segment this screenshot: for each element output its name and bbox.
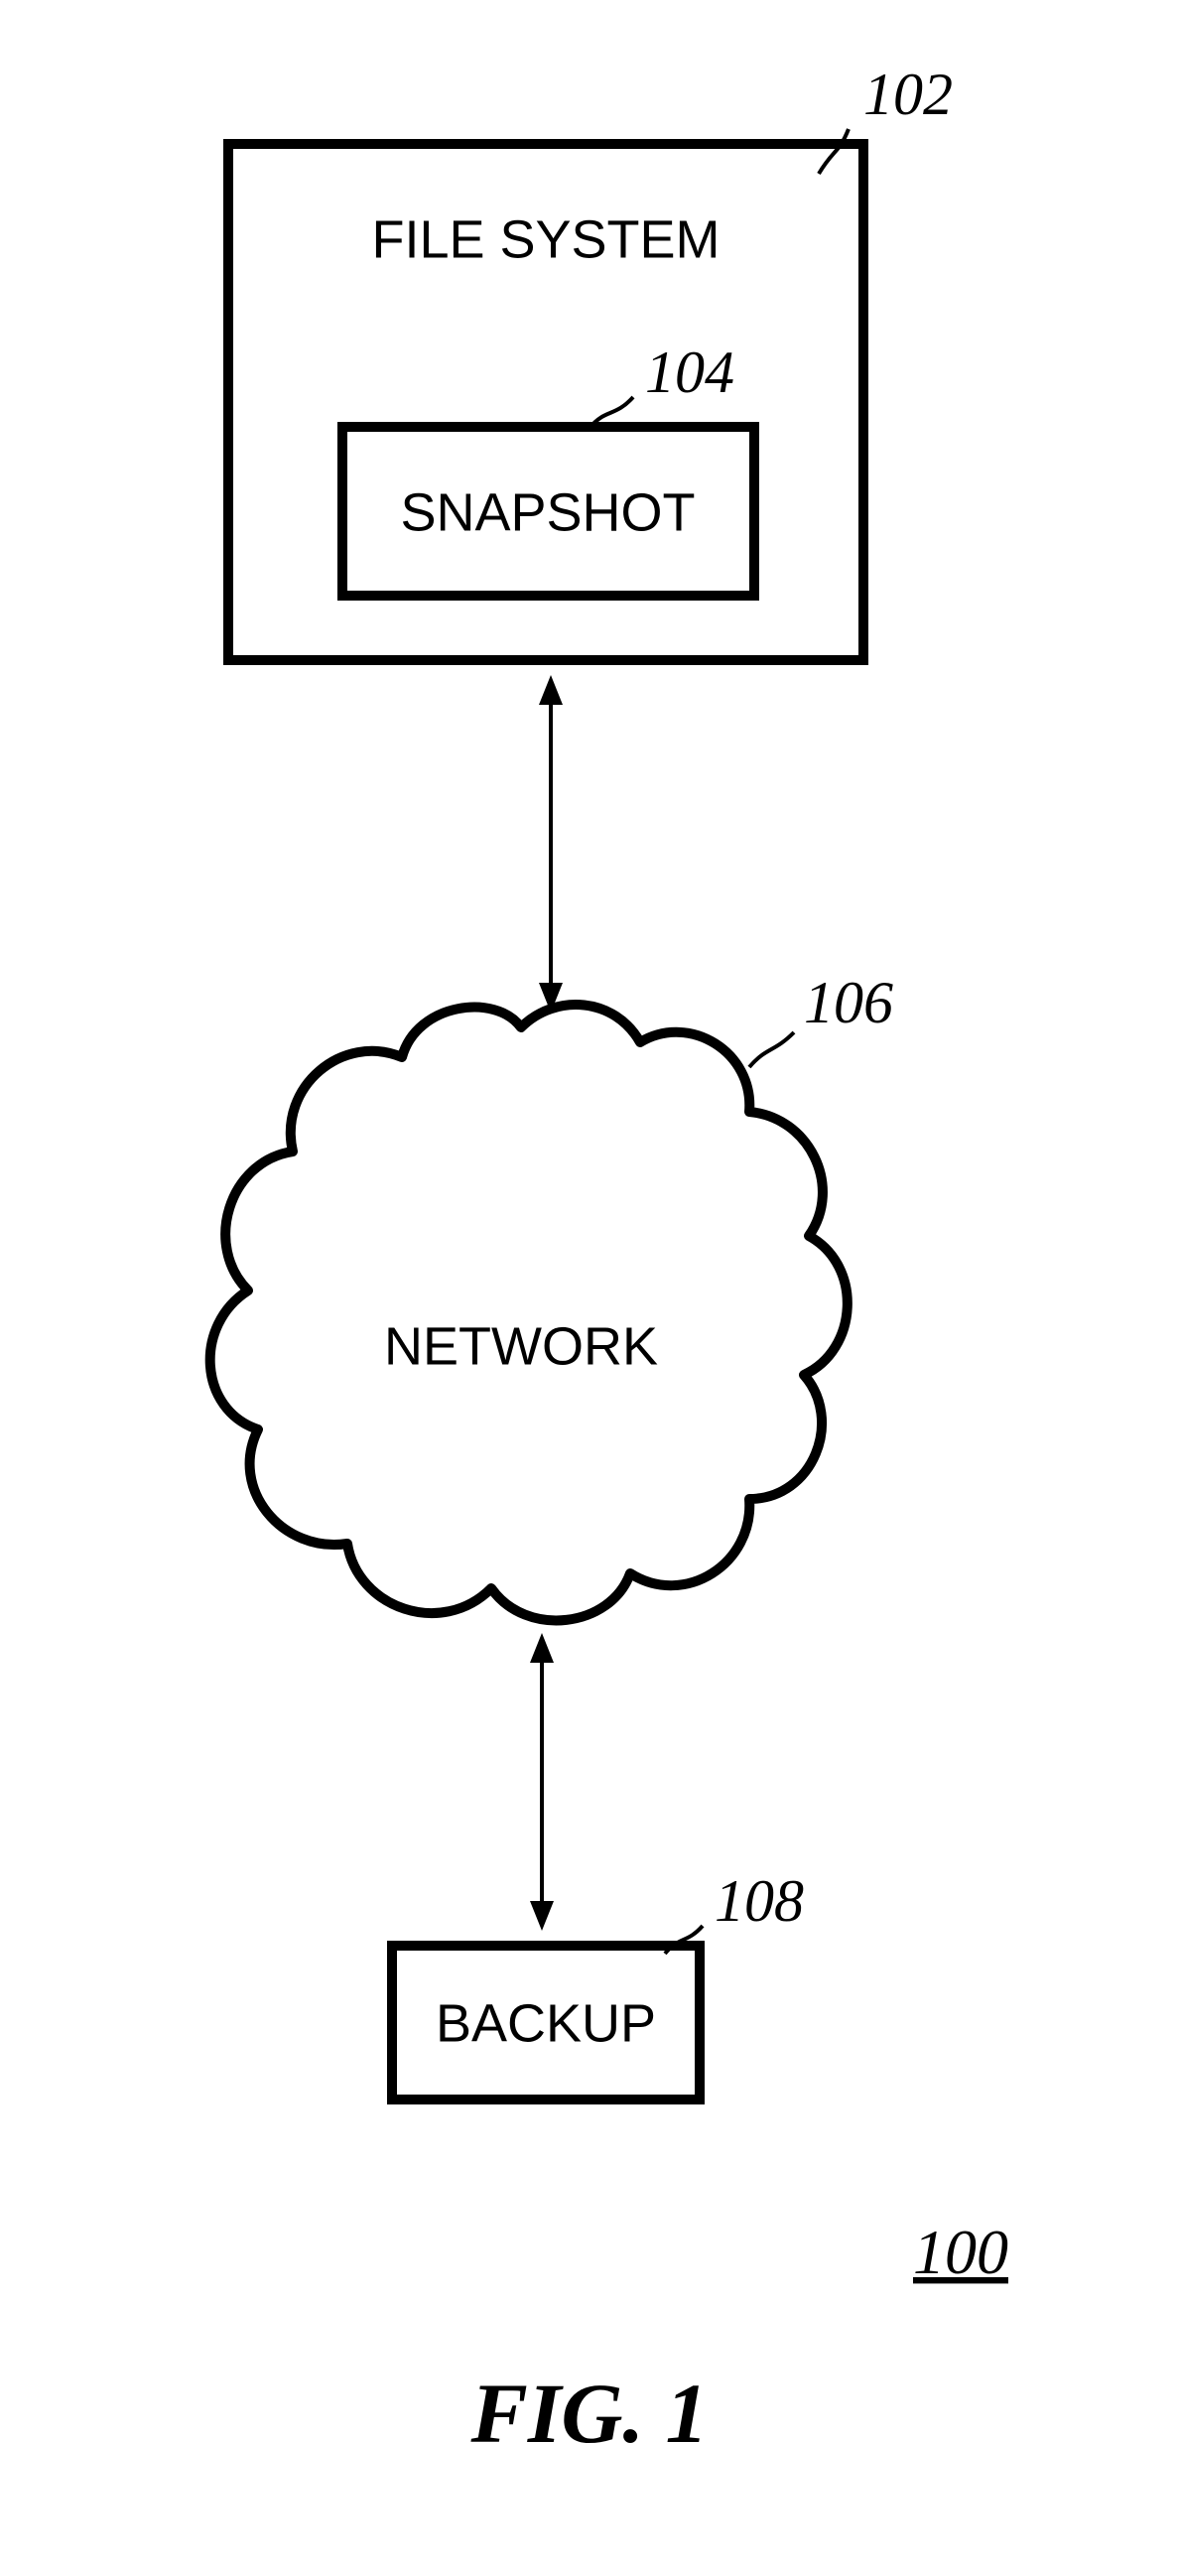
network-cloud [210,1005,848,1620]
figure-caption: FIG. 1 [470,2366,709,2461]
backup-ref: 108 [715,1868,804,1934]
figure-ref: 100 [913,2217,1008,2287]
arrow-network-backup-head-up [530,1633,554,1663]
snapshot-ref: 104 [645,339,734,405]
snapshot-label: SNAPSHOT [400,482,695,542]
file-system-ref: 102 [863,62,953,127]
file-system-label: FILE SYSTEM [371,209,720,269]
backup-label: BACKUP [436,1993,656,2053]
arrow-network-backup-head-down [530,1901,554,1931]
network-ref: 106 [804,970,893,1035]
network-leader [749,1032,794,1067]
arrow-fs-network-head-up [539,675,563,705]
network-label: NETWORK [384,1316,658,1376]
